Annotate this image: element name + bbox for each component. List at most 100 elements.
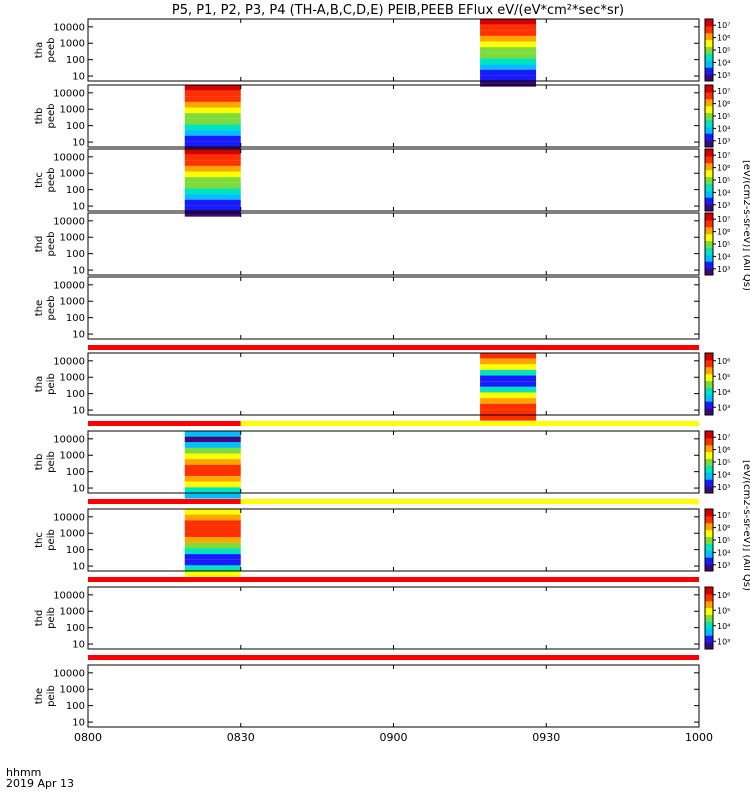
heatmap-cell	[184, 107, 241, 114]
heatmap-cell	[184, 542, 241, 549]
mode-bar-red	[88, 499, 241, 504]
y-tick-label: 10	[72, 562, 85, 573]
heatmap-cell	[184, 130, 241, 136]
colorbar-tick-label: 10⁴	[717, 388, 730, 397]
colorbar-swatch	[705, 444, 713, 453]
colorbar-tick-label: 10⁷	[717, 433, 730, 442]
heatmap-cell	[480, 47, 537, 53]
heatmap-cell	[184, 554, 241, 560]
y-tick-label: 100	[66, 55, 85, 66]
colorbar-swatch	[705, 380, 713, 388]
heatmap-cell	[184, 149, 241, 155]
colorbar-tick-label: 10⁶	[717, 591, 730, 600]
panel-frame	[87, 276, 700, 340]
colorbar-swatch	[705, 587, 713, 595]
heatmap-cell	[480, 69, 537, 76]
panel-label-product: peib	[46, 607, 57, 629]
heatmap-cell	[184, 124, 241, 131]
colorbar-tick-label: 10³	[717, 201, 730, 210]
colorbar-swatch	[705, 233, 713, 242]
colorbar-swatch	[705, 140, 713, 148]
colorbar-swatch	[705, 268, 713, 276]
heatmap-cell	[184, 188, 241, 195]
mode-bar-yellow	[240, 499, 699, 504]
panel-frame	[87, 586, 700, 650]
heatmap-cell	[480, 30, 537, 36]
y-tick-label: 10	[72, 138, 85, 149]
colorbar-tick-label: 10⁴	[717, 548, 730, 557]
panel-label-product: peib	[46, 685, 57, 707]
heatmap-cell	[184, 90, 241, 97]
colorbar-tick-label: 10⁵	[717, 606, 730, 615]
colorbar-tick-label: 10⁵	[717, 240, 730, 249]
colorbar-swatch	[705, 628, 713, 636]
heatmap-cell	[184, 160, 241, 166]
heatmap-cell	[184, 436, 241, 443]
colorbar-swatch	[705, 112, 713, 120]
colorbar-swatch	[705, 635, 713, 643]
y-tick-label: 10000	[53, 668, 85, 679]
colorbar-swatch	[705, 67, 713, 75]
colorbar-swatch	[705, 98, 713, 107]
panel-frame	[87, 18, 700, 82]
colorbar-tick-label: 10⁷	[717, 21, 730, 30]
y-tick-label: 10	[72, 202, 85, 213]
heatmap-cell	[480, 381, 537, 387]
colorbar-swatch	[705, 25, 713, 34]
heatmap-cell	[184, 571, 241, 577]
colorbar-swatch	[705, 394, 713, 402]
colorbar-swatch	[705, 176, 713, 184]
panel-label-probe: the	[34, 688, 45, 704]
heatmap-cell	[184, 194, 241, 200]
colorbar-swatch	[705, 458, 713, 466]
colorbar-tick-label: 10⁴	[717, 58, 730, 67]
panel-frame	[87, 508, 700, 572]
colorbar-swatch	[705, 479, 713, 487]
colorbar-swatch	[705, 133, 713, 141]
colorbar-tick-label: 10⁶	[717, 34, 730, 43]
colorbar-swatch	[705, 91, 713, 100]
colorbar-swatch	[705, 472, 713, 480]
colorbar-tick-label: 10⁶	[717, 446, 730, 455]
colorbar-swatch	[705, 119, 713, 127]
colorbar-swatch	[705, 213, 713, 221]
colorbar-swatch	[705, 105, 713, 114]
heatmap-cell	[184, 481, 241, 488]
colorbar-swatch	[705, 557, 713, 565]
heatmap-cell	[480, 58, 537, 65]
colorbar-swatch	[705, 240, 713, 248]
heatmap-cell	[184, 453, 241, 460]
colorbar-swatch	[705, 190, 713, 198]
heatmap-cell	[480, 353, 537, 359]
y-tick-label: 1000	[60, 297, 85, 308]
heatmap-cell	[184, 101, 241, 108]
panel-label-probe: tha	[34, 376, 45, 392]
colorbar-swatch	[705, 74, 713, 82]
panel-frame	[87, 148, 700, 212]
heatmap-cell	[480, 41, 537, 48]
colorbar-swatch	[705, 60, 713, 68]
heatmap-cell	[184, 487, 241, 494]
heatmap-cell	[184, 493, 241, 499]
colorbar-tick-label: 10⁶	[717, 164, 730, 173]
panel-frame	[87, 430, 700, 494]
colorbar-swatch	[705, 366, 713, 375]
colorbar-swatch	[705, 387, 713, 395]
colorbar-swatch	[705, 642, 713, 650]
footer-time-label: hhmm	[6, 766, 41, 779]
heatmap-cell	[184, 509, 241, 515]
heatmap-cell	[184, 520, 241, 526]
colorbar-swatch	[705, 53, 713, 61]
colorbar-swatch	[705, 19, 713, 27]
panel-label-product: peib	[46, 373, 57, 395]
y-tick-label: 1000	[60, 39, 85, 50]
y-tick-label: 1000	[60, 685, 85, 696]
colorbar-swatch	[705, 254, 713, 262]
y-tick-label: 10000	[53, 152, 85, 163]
heatmap-cell	[480, 81, 537, 87]
heatmap-cell	[184, 135, 241, 142]
heatmap-cell	[480, 386, 537, 393]
colorbar-tick-label: 10³	[717, 137, 730, 146]
colorbar-swatch	[705, 85, 713, 93]
